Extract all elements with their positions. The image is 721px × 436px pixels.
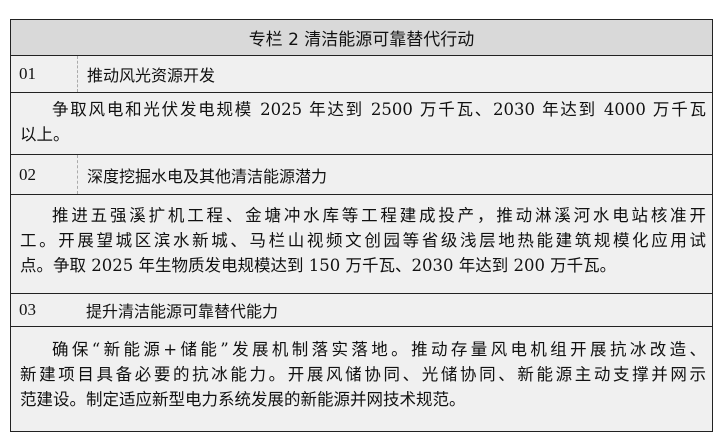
paragraph-line: 确保“新能源+储能”发展机制落实落地。推动存量风电机组开展抗冰改造、 bbox=[52, 340, 706, 359]
paragraph-line: 工。开展望城区滨水新城、马栏山视频文创园等省级浅层地热能建筑规模化应用试 bbox=[20, 231, 706, 250]
section-title: 深度挖掘水电及其他清洁能源潜力 bbox=[87, 166, 328, 186]
table-header: 专栏 2 清洁能源可靠替代行动 bbox=[11, 20, 712, 56]
paragraph-line: 点。争取 2025 年生物质发电规模达到 150 万千瓦、2030 年达到 20… bbox=[20, 256, 617, 275]
section-number: 02 bbox=[11, 155, 78, 194]
table-title: 专栏 2 清洁能源可靠替代行动 bbox=[248, 30, 475, 50]
paragraph-line: 以上。 bbox=[20, 125, 70, 144]
section-row-02: 02 深度挖掘水电及其他清洁能源潜力 bbox=[11, 155, 712, 195]
paragraph-line: 推进五强溪扩机工程、金塘冲水库等工程建成投产，推动淋溪河水电站核准开 bbox=[52, 206, 706, 225]
column-box-table: 专栏 2 清洁能源可靠替代行动 01 推动风光资源开发 争取风电和光伏发电规模 … bbox=[10, 19, 713, 432]
paragraph-line: 争取风电和光伏发电规模 2025 年达到 2500 万千瓦、2030 年达到 4… bbox=[52, 100, 706, 119]
paragraph-line: 新建项目具备必要的抗冰能力。开展风储协同、光储协同、新能源主动支撑并网示 bbox=[20, 365, 706, 384]
section-row-03: 03 提升清洁能源可靠替代能力 bbox=[11, 294, 712, 327]
section-title: 推动风光资源开发 bbox=[87, 66, 216, 85]
section-paragraph-01: 争取风电和光伏发电规模 2025 年达到 2500 万千瓦、2030 年达到 4… bbox=[11, 93, 712, 155]
section-number: 01 bbox=[11, 56, 78, 92]
section-title: 提升清洁能源可靠替代能力 bbox=[86, 302, 279, 321]
section-paragraph-03: 确保“新能源+储能”发展机制落实落地。推动存量风电机组开展抗冰改造、 新建项目具… bbox=[11, 327, 712, 431]
paragraph-line: 范建设。制定适应新型电力系统发展的新能源并网技术规范。 bbox=[20, 390, 466, 409]
section-paragraph-02: 推进五强溪扩机工程、金塘冲水库等工程建成投产，推动淋溪河水电站核准开 工。开展望… bbox=[11, 195, 712, 294]
section-number: 03 bbox=[19, 300, 36, 319]
section-row-01: 01 推动风光资源开发 bbox=[11, 56, 712, 93]
